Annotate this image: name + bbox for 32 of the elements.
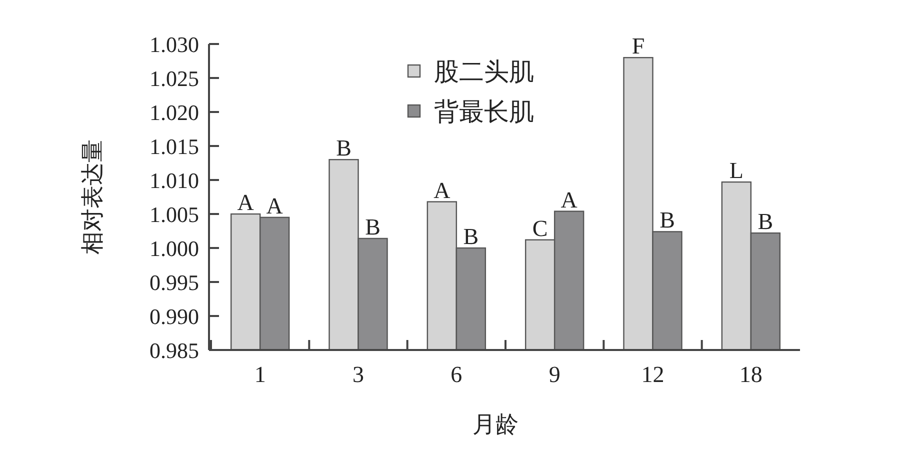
x-tick-label: 3 (352, 362, 364, 387)
y-tick-label: 1.025 (150, 66, 199, 91)
y-tick-label: 1.010 (150, 168, 199, 193)
y-tick-label: 1.030 (150, 32, 199, 57)
y-tick-label: 1.015 (150, 134, 199, 159)
annotation: A (237, 190, 254, 215)
y-tick-label: 0.990 (150, 304, 199, 329)
annotation: L (729, 158, 744, 184)
x-tick-label: 12 (641, 362, 664, 387)
y-tick-label: 0.995 (150, 270, 199, 295)
annotation: B (463, 224, 479, 249)
annotation: A (434, 178, 451, 203)
y-tick-label: 1.005 (150, 202, 199, 227)
x-tick-label: 18 (739, 362, 762, 387)
x-tick-label: 6 (450, 362, 462, 387)
annotation: B (365, 214, 380, 240)
y-tick-label: 1.020 (150, 100, 199, 125)
annotation: A (560, 187, 578, 212)
legend-label: 股二头肌 (434, 59, 534, 86)
legend-label: 背最长肌 (434, 99, 534, 126)
x-tick-label: 9 (548, 362, 560, 387)
x-axis-title: 月龄 (472, 412, 518, 437)
x-tick-label: 1 (254, 362, 266, 387)
annotation: A (266, 193, 284, 218)
annotation: B (758, 209, 774, 234)
annotation: B (660, 208, 675, 233)
annotation: B (336, 136, 352, 161)
annotation: C (532, 216, 548, 241)
y-tick-label: 0.985 (150, 338, 199, 363)
annotation: F (632, 34, 645, 59)
y-axis-title: 相对表达量 (80, 140, 105, 254)
y-tick-label: 1.000 (150, 236, 199, 261)
